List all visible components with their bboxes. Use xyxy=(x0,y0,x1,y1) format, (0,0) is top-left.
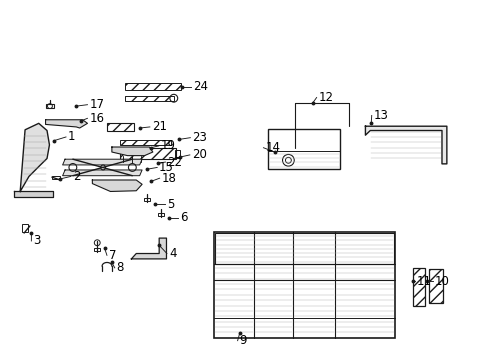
Text: 11: 11 xyxy=(416,275,431,288)
Text: 24: 24 xyxy=(193,80,208,93)
Text: 21: 21 xyxy=(152,121,166,134)
Polygon shape xyxy=(131,238,166,259)
Text: 19: 19 xyxy=(160,139,175,152)
Bar xyxy=(158,213,163,216)
Text: 18: 18 xyxy=(161,172,176,185)
Text: 22: 22 xyxy=(167,156,182,168)
Polygon shape xyxy=(14,192,53,197)
Bar xyxy=(214,232,394,338)
Text: 16: 16 xyxy=(89,112,104,125)
Bar xyxy=(52,176,60,179)
Bar xyxy=(412,268,424,306)
Text: 6: 6 xyxy=(180,211,187,224)
Text: 23: 23 xyxy=(192,131,207,144)
Text: 5: 5 xyxy=(167,198,175,211)
Text: 1: 1 xyxy=(68,130,75,144)
Bar xyxy=(144,198,150,201)
Bar xyxy=(120,140,171,145)
Bar xyxy=(215,233,393,264)
Bar xyxy=(428,269,443,303)
Text: 14: 14 xyxy=(265,141,280,154)
Bar xyxy=(125,83,181,90)
Text: 9: 9 xyxy=(239,334,246,347)
Text: 12: 12 xyxy=(318,91,333,104)
Bar xyxy=(45,104,54,108)
Bar xyxy=(175,150,180,158)
Polygon shape xyxy=(112,147,153,156)
Bar xyxy=(125,96,173,101)
Text: 13: 13 xyxy=(373,109,388,122)
Text: 17: 17 xyxy=(89,98,104,111)
Text: 7: 7 xyxy=(109,249,116,262)
Text: 2: 2 xyxy=(73,170,80,183)
Bar xyxy=(21,225,28,231)
Text: 3: 3 xyxy=(33,234,41,247)
Text: 15: 15 xyxy=(159,161,174,174)
Polygon shape xyxy=(62,159,142,165)
Bar xyxy=(120,148,176,159)
Polygon shape xyxy=(62,170,142,176)
Polygon shape xyxy=(92,180,142,192)
Polygon shape xyxy=(20,123,49,192)
Text: 10: 10 xyxy=(434,275,448,288)
Text: 4: 4 xyxy=(168,247,176,260)
Polygon shape xyxy=(365,126,446,164)
Polygon shape xyxy=(45,120,87,128)
Bar xyxy=(267,129,339,169)
Bar xyxy=(370,132,440,160)
Bar xyxy=(107,123,134,131)
Bar xyxy=(94,248,100,251)
Text: 20: 20 xyxy=(191,148,206,161)
Text: 8: 8 xyxy=(117,261,124,274)
